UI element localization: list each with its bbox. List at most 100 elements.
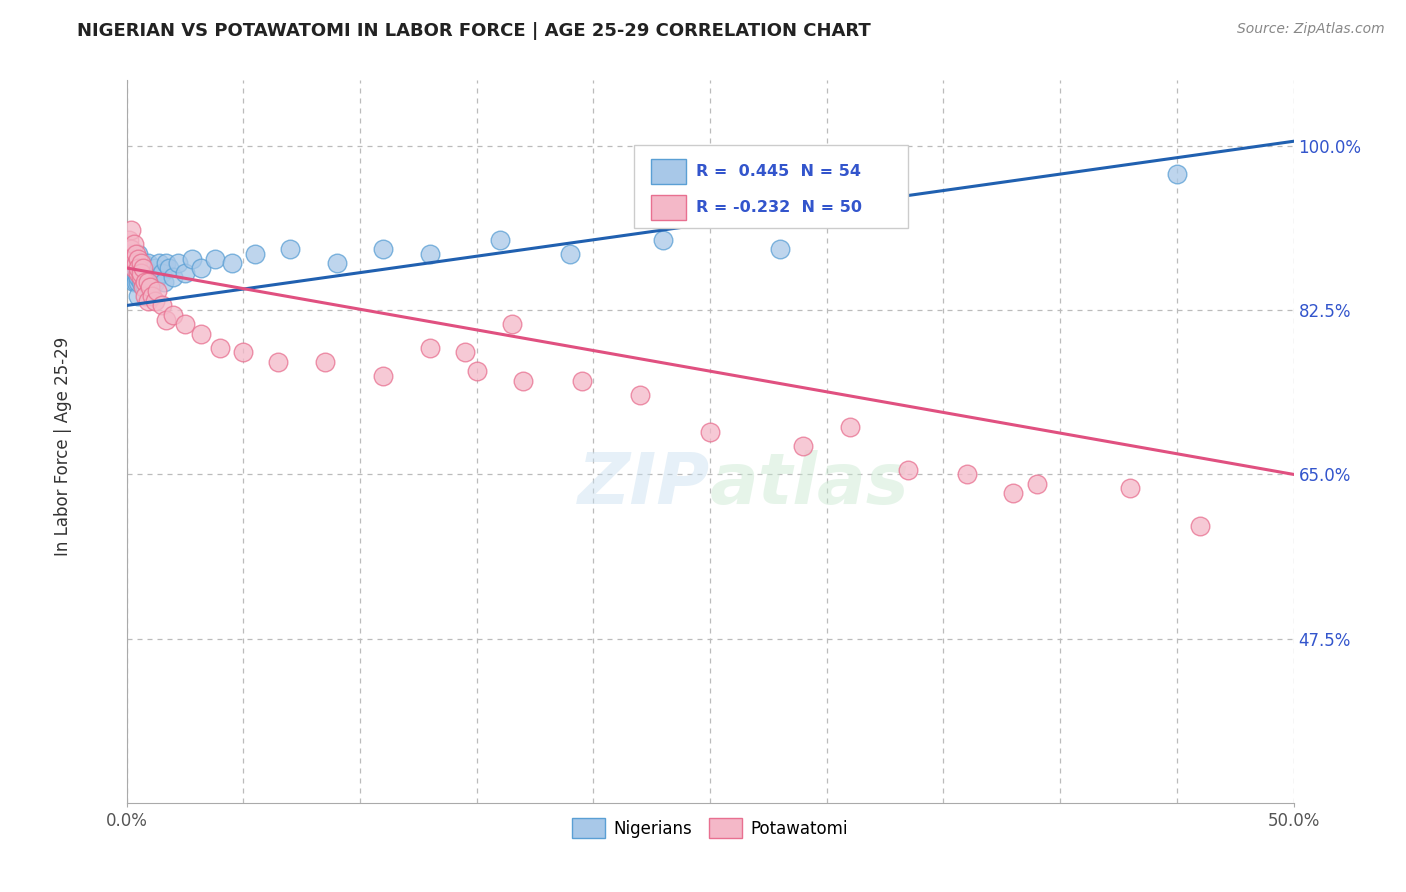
Point	[314, 355, 336, 369]
Point	[136, 256, 159, 270]
Point	[489, 233, 512, 247]
Point	[454, 345, 477, 359]
Point	[122, 237, 145, 252]
Point	[139, 285, 162, 299]
Point	[129, 256, 152, 270]
Point	[127, 289, 149, 303]
FancyBboxPatch shape	[651, 195, 686, 219]
Point	[419, 247, 441, 261]
Text: R = -0.232  N = 50: R = -0.232 N = 50	[696, 200, 862, 215]
Point	[897, 463, 920, 477]
Point	[127, 256, 149, 270]
Point	[157, 260, 180, 275]
Point	[127, 270, 149, 285]
Point	[125, 260, 148, 275]
Point	[125, 256, 148, 270]
Point	[373, 242, 395, 256]
Point	[167, 256, 190, 270]
Point	[129, 256, 152, 270]
Point	[127, 260, 149, 275]
Point	[373, 368, 395, 383]
Point	[204, 252, 226, 266]
Point	[127, 275, 149, 289]
Point	[153, 275, 176, 289]
FancyBboxPatch shape	[634, 145, 908, 228]
Point	[132, 279, 155, 293]
Point	[1166, 167, 1188, 181]
Point	[956, 467, 979, 482]
Point	[122, 252, 145, 266]
Point	[1002, 486, 1025, 500]
Point	[1025, 476, 1047, 491]
Point	[143, 260, 166, 275]
Point	[146, 285, 169, 299]
Point	[132, 260, 155, 275]
Point	[136, 275, 159, 289]
Point	[129, 275, 152, 289]
Point	[141, 270, 163, 285]
Point	[122, 260, 145, 275]
Point	[190, 260, 212, 275]
Point	[150, 298, 173, 312]
Point	[278, 242, 301, 256]
Text: In Labor Force | Age 25-29: In Labor Force | Age 25-29	[55, 336, 72, 556]
Point	[127, 260, 149, 275]
Point	[174, 318, 197, 332]
Point	[162, 308, 184, 322]
Point	[129, 266, 152, 280]
Point	[180, 252, 202, 266]
Point	[127, 266, 149, 280]
Point	[122, 266, 145, 280]
Point	[792, 439, 814, 453]
Point	[465, 364, 488, 378]
Point	[132, 266, 155, 280]
Point	[699, 425, 721, 439]
Point	[419, 341, 441, 355]
Point	[146, 270, 169, 285]
Point	[136, 293, 159, 308]
Point	[118, 233, 141, 247]
Text: ZIP: ZIP	[578, 450, 710, 519]
Point	[132, 275, 155, 289]
Point	[134, 275, 156, 289]
Point	[125, 256, 148, 270]
Point	[325, 256, 347, 270]
Text: NIGERIAN VS POTAWATOMI IN LABOR FORCE | AGE 25-29 CORRELATION CHART: NIGERIAN VS POTAWATOMI IN LABOR FORCE | …	[77, 22, 872, 40]
Point	[1119, 482, 1142, 496]
Point	[155, 312, 177, 326]
Point	[125, 247, 148, 261]
Point	[127, 252, 149, 266]
Point	[208, 341, 231, 355]
Point	[558, 247, 581, 261]
Point	[1189, 519, 1212, 533]
Point	[839, 420, 862, 434]
Point	[125, 275, 148, 289]
Point	[162, 270, 184, 285]
Point	[190, 326, 212, 341]
Point	[571, 374, 593, 388]
Point	[125, 270, 148, 285]
Point	[232, 345, 254, 359]
Point	[243, 247, 266, 261]
Point	[143, 293, 166, 308]
Point	[139, 266, 162, 280]
Point	[122, 275, 145, 289]
Point	[129, 266, 152, 280]
Point	[148, 256, 170, 270]
Point	[134, 279, 156, 293]
Point	[118, 270, 141, 285]
Text: Source: ZipAtlas.com: Source: ZipAtlas.com	[1237, 22, 1385, 37]
Text: atlas: atlas	[710, 450, 910, 519]
Point	[134, 289, 156, 303]
Point	[132, 256, 155, 270]
Point	[129, 270, 152, 285]
Point	[136, 275, 159, 289]
Point	[134, 260, 156, 275]
Point	[267, 355, 290, 369]
Text: R =  0.445  N = 54: R = 0.445 N = 54	[696, 164, 860, 179]
Point	[120, 247, 142, 261]
Point	[150, 266, 173, 280]
Point	[501, 318, 523, 332]
Point	[628, 387, 651, 401]
Legend: Nigerians, Potawatomi: Nigerians, Potawatomi	[565, 812, 855, 845]
